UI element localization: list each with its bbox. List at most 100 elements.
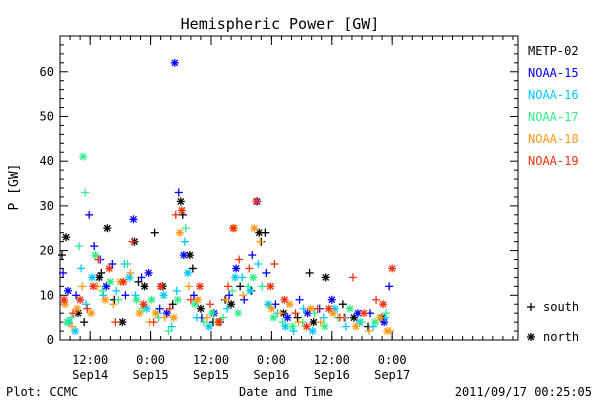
north-point <box>283 313 292 322</box>
marker-stroke <box>266 282 274 290</box>
south-point <box>256 237 265 246</box>
south-point <box>295 295 304 304</box>
south-point <box>69 309 78 318</box>
marker-stroke <box>141 282 149 290</box>
marker-stroke <box>322 273 330 281</box>
north-point <box>204 322 213 331</box>
south-point <box>365 327 374 336</box>
south-point <box>189 291 198 300</box>
marker-stroke <box>136 309 143 317</box>
south-point <box>338 300 347 309</box>
south-point <box>167 322 176 331</box>
marker-stroke <box>267 305 275 313</box>
marker-stroke <box>229 224 237 232</box>
south-point <box>111 318 120 327</box>
marker-stroke <box>191 300 199 308</box>
north-point <box>62 233 71 242</box>
marker-stroke <box>101 296 109 304</box>
marker-stroke <box>197 305 205 313</box>
north-point <box>63 318 72 327</box>
north-point <box>351 322 360 331</box>
north-point <box>176 197 185 206</box>
marker-stroke <box>309 327 317 335</box>
marker-stroke <box>329 309 337 317</box>
north-point <box>64 286 73 295</box>
south-point <box>205 300 214 309</box>
marker-stroke <box>289 323 296 331</box>
marker-stroke <box>143 305 151 313</box>
marker-stroke <box>157 282 165 290</box>
north-point <box>231 273 240 282</box>
marker-stroke <box>174 296 182 304</box>
south-point <box>160 313 169 322</box>
north-point <box>179 251 188 260</box>
north-point <box>249 273 258 282</box>
marker-stroke <box>176 229 184 237</box>
north-point <box>144 268 153 277</box>
x-tick-label-time: 12:00 <box>314 353 350 367</box>
south-point <box>134 277 143 286</box>
y-tick-label: 30 <box>40 199 54 213</box>
south-point <box>180 237 189 246</box>
north-point <box>353 309 362 318</box>
marker-stroke <box>63 318 71 326</box>
marker-stroke <box>73 305 81 313</box>
south-point <box>109 300 118 309</box>
marker-stroke <box>227 300 235 308</box>
x-axis-label: Date and Time <box>239 385 333 399</box>
north-point <box>309 318 318 327</box>
marker-stroke <box>281 296 288 304</box>
marker-stroke <box>321 323 329 331</box>
south-point <box>192 313 201 322</box>
south-point <box>97 268 106 277</box>
south-point <box>171 210 180 219</box>
y-tick-label: 50 <box>40 109 54 123</box>
south-point <box>188 264 197 273</box>
y-tick-label: 60 <box>40 65 54 79</box>
marker-stroke <box>328 296 336 304</box>
legend-entry: NOAA-19 <box>528 154 579 168</box>
marker-stroke <box>208 309 216 317</box>
north-point <box>169 313 178 322</box>
south-point <box>240 295 249 304</box>
north-point <box>215 318 224 327</box>
south-point <box>172 286 181 295</box>
marker-stroke <box>186 251 194 259</box>
marker-stroke <box>205 323 213 331</box>
north-point <box>129 215 138 224</box>
south-point <box>94 255 103 264</box>
north-point <box>91 251 100 260</box>
south-point <box>155 304 164 313</box>
marker-stroke <box>250 224 258 232</box>
north-point <box>175 228 184 237</box>
marker-stroke <box>103 224 111 232</box>
marker-stroke <box>232 265 240 272</box>
x-tick-label-time: 0:00 <box>378 353 407 367</box>
marker-stroke <box>60 296 68 304</box>
north-point <box>118 318 127 327</box>
north-point <box>95 273 104 282</box>
marker-stroke <box>388 265 396 272</box>
north-point <box>388 264 397 273</box>
south-point <box>271 300 280 309</box>
south-point <box>341 322 350 331</box>
legend: METP-02 NOAA-15 NOAA-16 NOAA-17 NOAA-18 NOAA-… <box>527 44 579 344</box>
marker-stroke <box>140 300 148 308</box>
y-axis-label: P [GW] <box>7 164 22 211</box>
marker-stroke <box>184 269 192 277</box>
marker-stroke <box>89 282 97 290</box>
south-point <box>224 282 233 291</box>
north-point <box>87 309 96 318</box>
north-point <box>106 277 115 286</box>
x-tick-label-date: Sep14 <box>72 368 108 382</box>
north-point <box>177 206 186 215</box>
plot-timestamp: 2011/09/17 00:25:05 <box>455 385 592 399</box>
north-point <box>229 224 238 233</box>
south-point <box>278 318 287 327</box>
north-point <box>103 224 112 233</box>
north-point <box>196 304 205 313</box>
south-point <box>222 295 231 304</box>
south-point <box>291 309 300 318</box>
plot-credit: Plot: CCMC <box>6 385 78 399</box>
marker-stroke <box>527 333 535 341</box>
